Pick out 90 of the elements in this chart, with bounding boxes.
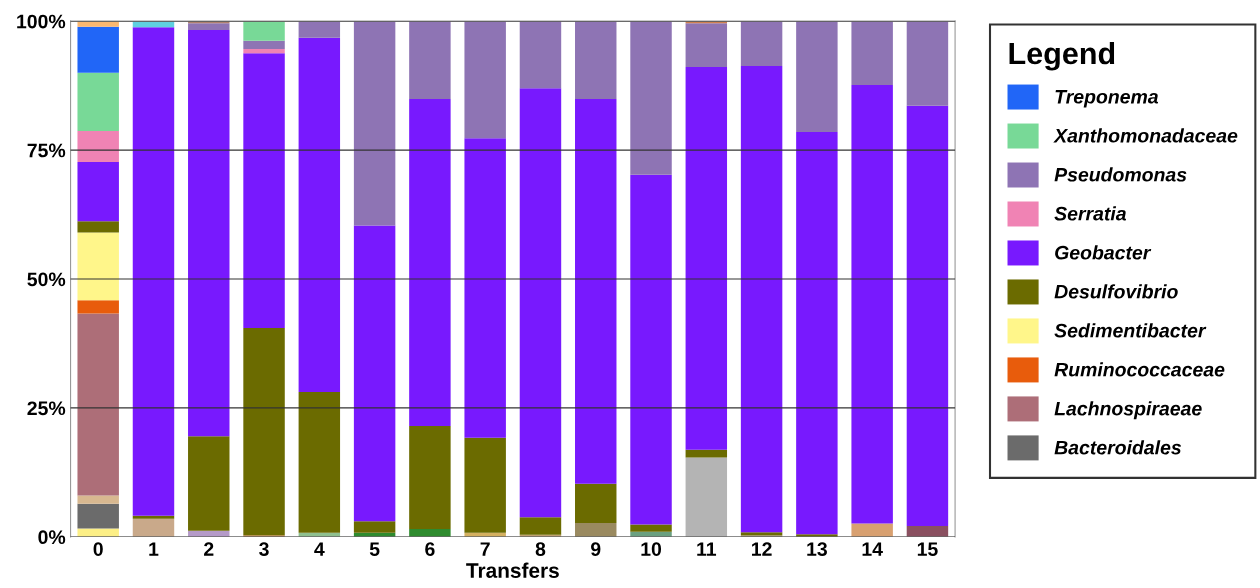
bar [188,29,230,437]
bar [243,49,285,54]
bar [630,174,672,525]
x-tick-label: 11 [697,542,717,556]
bar [464,21,506,139]
bar [77,161,119,222]
bar [575,99,617,484]
legend-label: Treponema [1055,90,1159,108]
bar [243,40,285,50]
bar [132,515,175,519]
legend-label: Pseudomonas [1054,167,1187,182]
bar [77,503,119,529]
legend-label: Xanthomonadaceae [1053,128,1238,143]
bar [77,313,119,496]
bar [575,522,617,537]
bar [464,437,506,533]
x-tick-label: 4 [314,542,325,556]
x-tick-label: 5 [369,542,380,556]
bar [188,436,230,531]
bar [740,66,783,533]
x-tick-label: 3 [259,542,269,557]
bar [409,529,451,537]
legend-label: Serratia [1054,206,1127,221]
bar [77,26,119,73]
legend-label: Bacteroidales [1054,440,1182,455]
bar [77,495,119,504]
x-tick-label: 7 [480,542,490,556]
bar [353,225,396,522]
x-tick-label: 0 [93,542,103,556]
x-tick-label: 15 [917,542,938,556]
legend-label: Desulfovibrio [1054,284,1178,299]
legend-title: Legend [1009,41,1115,71]
x-tick-label: 8 [535,542,546,556]
bar [77,72,119,132]
bar [77,232,119,301]
bar [906,105,949,527]
x-axis-title: Transfers [466,562,559,578]
legend-label: Ruminococcaceae [1054,362,1225,377]
bar [298,391,341,533]
bar [796,21,838,133]
bar [353,21,396,226]
x-tick-label: 14 [862,542,883,556]
bar [685,23,728,68]
bar [77,300,119,314]
x-tick-label: 12 [752,542,772,556]
bar [685,67,728,450]
bar [630,21,672,175]
bar [519,88,562,518]
bar [243,328,285,536]
x-tick-label: 2 [204,542,214,556]
bar [575,483,617,523]
bar [851,85,893,524]
bar [353,521,396,533]
bar [132,27,175,516]
bar [851,21,893,86]
y-tick-label: 75% [27,143,66,158]
bar [77,131,119,162]
bar [851,523,893,537]
y-tick-label: 0% [38,530,66,545]
bar [243,53,285,328]
bar [132,518,175,537]
bar [298,21,341,38]
y-tick-label: 50% [27,272,66,287]
legend-label: Sedimentibacter [1054,323,1207,338]
bar [188,23,230,30]
bar [298,37,341,392]
y-tick-label: 25% [27,401,66,416]
bar [519,517,562,535]
bar [796,132,838,535]
x-tick-label: 13 [807,542,827,557]
x-tick-label: 1 [149,542,159,556]
y-tick-label: 100% [17,14,66,29]
legend-label: Lachnospiraeae [1054,401,1202,420]
bar [906,526,949,537]
x-tick-label: 10 [641,542,662,556]
bar [906,21,949,106]
bar [409,21,451,100]
legend-label: Geobacter [1055,245,1152,260]
bar [409,425,451,530]
bar [77,221,119,233]
bar [740,21,783,67]
bar [685,457,728,537]
bar [575,21,617,100]
x-tick-label: 6 [425,542,435,556]
bar [409,99,451,426]
bar [519,21,562,89]
bar [243,21,285,41]
x-tick-label: 9 [591,542,601,556]
bar [464,138,506,438]
bar [630,524,672,532]
